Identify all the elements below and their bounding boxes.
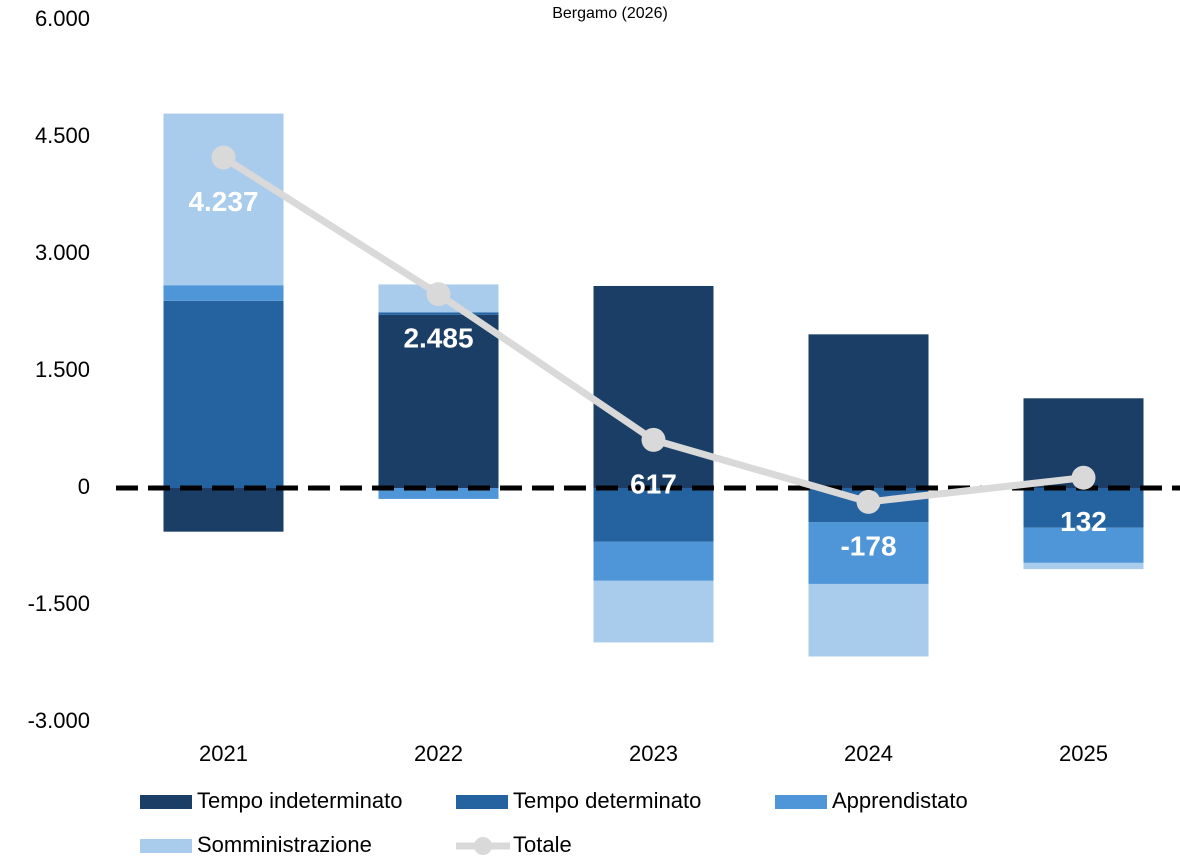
- legend-swatch: [140, 795, 192, 809]
- bar-segment: [808, 334, 929, 488]
- bar-segment: [378, 312, 499, 315]
- bar-segment: [1023, 488, 1144, 528]
- y-tick-label: 3.000: [35, 240, 90, 265]
- x-tick-label: 2025: [1059, 741, 1108, 766]
- bar-segment: [593, 580, 714, 643]
- legend-label: Apprendistato: [832, 788, 968, 813]
- bar-segment: [593, 488, 714, 542]
- y-tick-label: -3.000: [28, 708, 90, 733]
- legend-marker: [474, 837, 492, 855]
- total-marker: [856, 489, 881, 514]
- data-label: 132: [1060, 506, 1107, 537]
- bar-segment: [593, 541, 714, 581]
- bar-segment: [163, 113, 284, 286]
- legend-label: Totale: [513, 832, 572, 857]
- y-tick-label: 1.500: [35, 357, 90, 382]
- legend-label: Tempo determinato: [513, 788, 701, 813]
- bar-segment: [163, 300, 284, 488]
- total-marker: [1071, 465, 1096, 490]
- bar-segment: [1023, 527, 1144, 563]
- legend-label: Tempo indeterminato: [197, 788, 402, 813]
- x-tick-label: 2024: [844, 741, 893, 766]
- legend-label: Somministrazione: [197, 832, 372, 857]
- x-tick-label: 2021: [199, 741, 248, 766]
- bar-segment: [378, 488, 499, 499]
- legend-swatch: [775, 795, 827, 809]
- bar-segment: [593, 285, 714, 488]
- total-marker: [211, 145, 236, 170]
- bar-segment: [808, 522, 929, 584]
- x-tick-label: 2022: [414, 741, 463, 766]
- y-tick-label: -1.500: [28, 591, 90, 616]
- total-marker: [641, 427, 666, 452]
- y-tick-label: 4.500: [35, 123, 90, 148]
- bar-segment: [163, 285, 284, 301]
- data-label: 617: [630, 468, 677, 499]
- bar-segment: [808, 583, 929, 657]
- data-label: -178: [840, 530, 896, 561]
- bar-segment: [163, 488, 284, 532]
- data-label: 2.485: [403, 323, 473, 354]
- legend-swatch: [456, 795, 508, 809]
- legend-swatch: [140, 839, 192, 853]
- chart-title: Bergamo (2026): [552, 5, 668, 22]
- x-tick-label: 2023: [629, 741, 678, 766]
- bar-segment: [1023, 562, 1144, 570]
- bar-segment: [378, 314, 499, 488]
- y-tick-label: 0: [78, 474, 90, 499]
- y-tick-label: 6.000: [35, 6, 90, 31]
- total-marker: [426, 282, 451, 307]
- data-label: 4.237: [188, 186, 258, 217]
